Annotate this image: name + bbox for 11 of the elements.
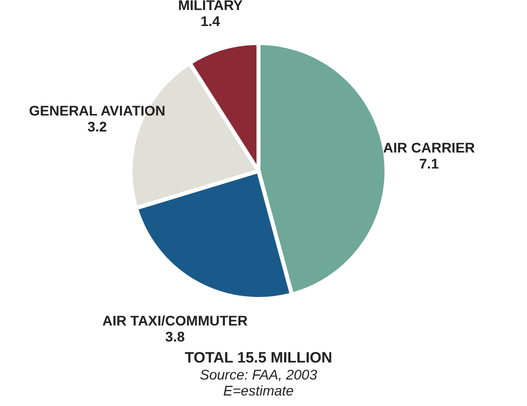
source-note: Source: FAA, 2003 xyxy=(200,366,318,382)
data-label: 7.1 xyxy=(419,155,439,172)
slice-label: AIR CARRIER xyxy=(383,139,475,156)
text: E=estimate xyxy=(223,382,294,398)
slice-label: GENERAL AVIATION xyxy=(29,102,166,118)
data-label: 3.2 xyxy=(87,118,108,134)
data-label: 3.8 xyxy=(165,328,185,344)
data-label: 1.4 xyxy=(200,12,220,29)
text: TOTAL 15.5 MILLION xyxy=(184,349,332,366)
slice-label: AIR TAXI/COMMUTER xyxy=(102,312,248,328)
slice-label: MILITARY xyxy=(178,0,244,13)
